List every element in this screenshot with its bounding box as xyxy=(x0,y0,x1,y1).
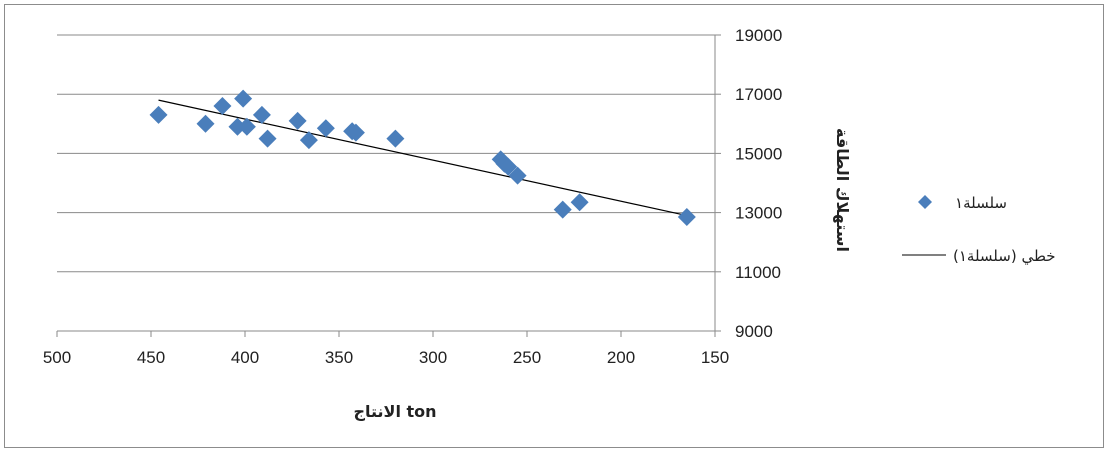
legend-label-trendline: خطي (سلسلة١) xyxy=(953,247,1056,266)
y-tick-label: 17000 xyxy=(735,85,782,104)
y-tick-label: 9000 xyxy=(735,322,773,341)
chart-area: 500 450 400 350 300 250 200 150 9000 11000 13000 15… xyxy=(4,4,1104,448)
data-point xyxy=(677,208,696,227)
x-tick-label: 150 xyxy=(701,348,729,367)
data-point xyxy=(196,114,215,133)
legend: سلسلة١ خطي (سلسلة١) xyxy=(902,194,1056,266)
x-tick-label: 450 xyxy=(137,348,165,367)
data-point xyxy=(149,105,168,124)
tick-labels: 500 450 400 350 300 250 200 150 9000 11000 13000 15… xyxy=(43,26,782,367)
legend-label-series: سلسلة١ xyxy=(955,194,1007,212)
data-points xyxy=(149,89,696,227)
x-tick-label: 400 xyxy=(231,348,259,367)
y-axis-title: استهلاك الطاقة xyxy=(833,128,852,252)
data-point xyxy=(228,117,247,136)
x-axis-title: الانتاج ton xyxy=(353,402,436,421)
y-tick-label: 13000 xyxy=(735,204,782,223)
data-point xyxy=(499,157,518,176)
y-tick-label: 19000 xyxy=(735,26,782,45)
data-point xyxy=(234,89,253,108)
data-point xyxy=(570,193,589,212)
data-point xyxy=(213,97,232,116)
data-point xyxy=(299,131,318,150)
data-point xyxy=(252,105,271,124)
data-point xyxy=(316,119,335,138)
legend-marker-diamond xyxy=(918,195,932,209)
data-point xyxy=(258,129,277,148)
trendline xyxy=(158,99,687,217)
scatter-chart: 500 450 400 350 300 250 200 150 9000 11000 13000 15… xyxy=(43,26,1056,421)
trendline-layer xyxy=(158,99,687,217)
gridlines xyxy=(57,34,715,273)
data-point xyxy=(386,129,405,148)
y-tick-label: 11000 xyxy=(735,263,781,282)
x-tick-label: 500 xyxy=(43,348,71,367)
x-tick-label: 350 xyxy=(325,348,353,367)
y-tick-label: 15000 xyxy=(735,144,782,163)
axes xyxy=(56,34,721,337)
data-point xyxy=(237,117,256,136)
data-point xyxy=(553,200,572,219)
x-tick-label: 250 xyxy=(513,348,541,367)
x-tick-label: 200 xyxy=(607,348,635,367)
data-point xyxy=(288,111,307,130)
x-tick-label: 300 xyxy=(419,348,447,367)
